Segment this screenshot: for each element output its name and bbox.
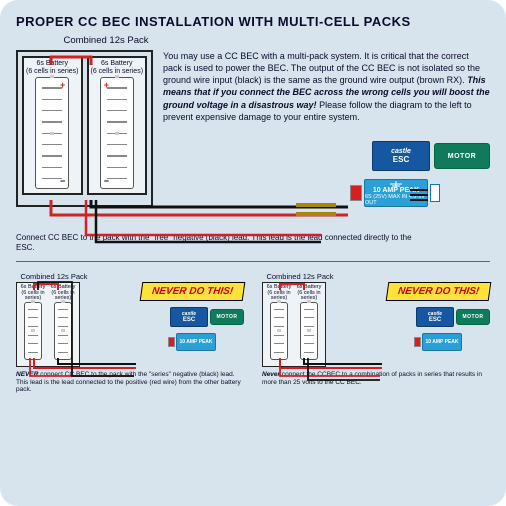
panel-right-caption-vis: connect the CCBEC to a combination of pa… [262,371,482,386]
heli-icon [389,180,403,187]
esc-brand: castle [391,148,411,155]
top-caption: Connect CC BEC to the pack with the "fre… [16,233,416,253]
wrong-panel-left: Combined 12s Pack 6s Battery (6 cells in… [16,272,244,394]
motor-label: MOTOR [216,314,237,320]
t-plug-icon [414,337,421,347]
panel-right-pack: Combined 12s Pack [262,272,338,281]
battery-box-2: 6s Battery (6 cells in series) + − [87,56,148,195]
motor-label: MOTOR [448,153,476,160]
body-lead: You may use a CC BEC with a multi-pack s… [163,51,480,85]
bec-block-small: 10 AMP PEAK [176,333,216,351]
pack-label: Combined 12s Pack [26,35,186,46]
t-plug-icon [168,337,175,347]
battery-pair: 6s Battery (6 cells in series) + − 6s Ba… [16,50,153,207]
battery-label-1: 6s Battery (6 cells in series) [26,60,79,75]
esc-block: castle ESC [372,141,430,171]
panel-left-caption: NEVER NEVER connect CC BEC to the pack w… [16,371,244,394]
card-title: PROPER CC BEC INSTALLATION WITH MULTI-CE… [16,14,490,29]
esc-label: ESC [183,317,195,323]
small-battery [300,302,318,360]
t-plug-icon [350,185,362,201]
wrong-panel-right: Combined 12s Pack 6s Battery (6 cells in… [262,272,490,394]
top-section: Combined 12s Pack 6s Battery (6 cells in… [16,35,490,253]
esc-label: ESC [393,155,409,164]
bec-block-small: 10 AMP PEAK [422,333,462,351]
panel-left-caption-vis: connect CC BEC to the pack with the "ser… [16,371,241,394]
never-badge: NEVER DO THIS! [386,282,492,301]
small-battery [270,302,288,360]
battery-box-1: 6s Battery (6 cells in series) + − [22,56,83,195]
panel-right-caption: Never connect the CCBEC to a combination… [262,371,490,387]
installation-card: PROPER CC BEC INSTALLATION WITH MULTI-CE… [0,0,506,506]
motor-block-small: MOTOR [210,309,244,325]
panel-left-pack: Combined 12s Pack [16,272,92,281]
motor-block: MOTOR [434,143,490,169]
panel-right-batteries: 6s Battery (6 cells in series) 6s Batter… [262,282,326,367]
motor-block-small: MOTOR [456,309,490,325]
small-battery [24,302,42,360]
panel-left-batteries: 6s Battery (6 cells in series) 6s Batter… [16,282,80,367]
bec-peak: 10 AMP PEAK [373,187,419,194]
bec-block: 10 AMP PEAK 6S (25V) MAX IN 4.8-9V OUT [364,179,428,207]
bec-sub: 6S (25V) MAX IN 4.8-9V OUT [365,194,427,206]
esc-block-small: castle ESC [416,307,454,327]
battery-label-2: 6s Battery (6 cells in series) [91,60,144,75]
battery-1: + − [35,77,69,189]
motor-label: MOTOR [462,314,483,320]
bottom-section: Combined 12s Pack 6s Battery (6 cells in… [16,272,490,394]
battery-2: + − [100,77,134,189]
never-badge: NEVER DO THIS! [140,282,246,301]
bec-peak: 10 AMP PEAK [179,339,212,345]
body-text: You may use a CC BEC with a multi-pack s… [163,50,490,133]
small-battery [54,302,72,360]
section-divider [16,261,490,262]
esc-label: ESC [429,317,441,323]
bec-cap-icon [430,184,440,202]
esc-block-small: castle ESC [170,307,208,327]
bec-peak: 10 AMP PEAK [425,339,458,345]
